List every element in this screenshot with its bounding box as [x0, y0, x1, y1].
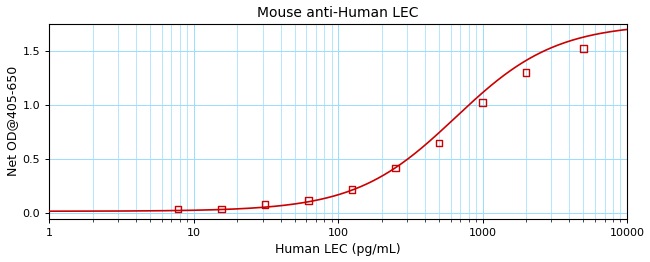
Point: [173, 207, 183, 211]
Point: [260, 203, 270, 207]
Y-axis label: Net OD@405-650: Net OD@405-650: [6, 66, 19, 176]
Point: [304, 198, 314, 203]
X-axis label: Human LEC (pg/mL): Human LEC (pg/mL): [276, 243, 401, 256]
Point: [578, 46, 589, 51]
Point: [391, 166, 401, 170]
Title: Mouse anti-Human LEC: Mouse anti-Human LEC: [257, 6, 419, 20]
Point: [347, 187, 358, 192]
Point: [434, 141, 445, 145]
Point: [477, 101, 488, 105]
Point: [521, 70, 531, 74]
Point: [216, 207, 227, 211]
